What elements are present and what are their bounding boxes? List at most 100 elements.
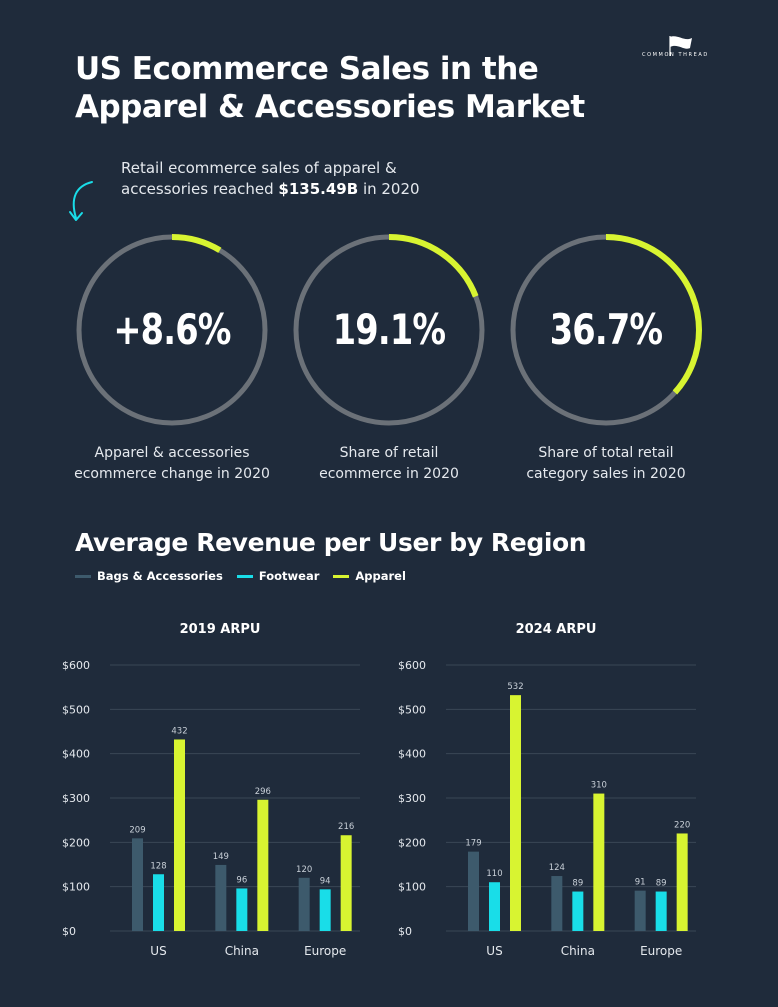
data-label: 89 — [572, 879, 583, 889]
intro-amount: $135.49B — [278, 180, 359, 198]
bar-footwear-us — [489, 882, 500, 931]
y-tick-label: $100 — [62, 881, 90, 894]
bar-bags-china — [551, 876, 563, 931]
y-tick-label: $400 — [398, 748, 426, 761]
bar-apparel-europe — [676, 833, 688, 931]
legend-label-footwear: Footwear — [258, 569, 320, 583]
y-tick-label: $600 — [62, 659, 90, 672]
bar-apparel-china — [257, 799, 269, 931]
stat-value-2: 19.1% — [332, 305, 446, 354]
y-tick-label: $0 — [398, 925, 412, 938]
legend-label-bags: Bags & Accessories — [97, 569, 223, 583]
intro-line-2: accessories reached $135.49B in 2020 — [121, 179, 420, 200]
bar-bags-china — [215, 864, 227, 931]
y-tick-label: $500 — [62, 703, 90, 716]
data-label: 216 — [338, 822, 354, 832]
stat-label-2-line-1: Share of retail — [339, 445, 439, 461]
y-tick-label: $200 — [398, 836, 426, 849]
y-tick-label: $600 — [398, 659, 426, 672]
stat-label-3: Share of total retail category sales in … — [496, 443, 716, 485]
bar-bags-europe — [634, 890, 646, 931]
bar-bags-us — [468, 851, 479, 931]
y-tick-label: $100 — [398, 881, 426, 894]
legend-swatch-footwear — [236, 574, 253, 578]
ring-gauge-3 — [510, 234, 702, 426]
stat-label-2: Share of retail ecommerce in 2020 — [279, 443, 499, 485]
x-tick-label: US — [150, 944, 166, 958]
y-tick-label: $300 — [398, 792, 426, 805]
ring-gauge-1 — [76, 234, 268, 426]
bar-footwear-europe — [319, 889, 331, 931]
chart-title-2024: 2024 ARPU — [515, 622, 597, 637]
legend-label-apparel: Apparel — [355, 569, 406, 583]
bar-footwear-china — [572, 891, 584, 931]
bar-apparel-us — [510, 695, 521, 931]
stat-label-3-line-2: category sales in 2020 — [526, 466, 686, 482]
bar-chart-2019: $0 $100 $200 $300 $400 $500 $600 209 128 432 US 149… — [62, 659, 360, 958]
legend-swatch-bags — [75, 574, 91, 578]
y-tick-label: $0 — [62, 925, 76, 938]
stat-label-1: Apparel & accessories ecommerce change i… — [62, 443, 282, 485]
stat-value-1: +8.6% — [113, 305, 231, 354]
x-tick-label: Europe — [304, 944, 346, 958]
stat-value-3: 36.7% — [549, 305, 663, 354]
data-label: 94 — [320, 876, 331, 886]
stat-label-1-line-2: ecommerce change in 2020 — [74, 466, 270, 482]
bar-bags-europe — [298, 877, 310, 931]
section-title: Average Revenue per User by Region — [75, 528, 587, 557]
data-label: 96 — [236, 875, 247, 885]
data-label: 110 — [486, 869, 502, 879]
legend-item-bags: Bags & Accessories — [75, 569, 223, 583]
data-label: 89 — [656, 879, 667, 889]
data-label: 220 — [674, 820, 690, 830]
ring-arc-2 — [293, 234, 485, 426]
data-label: 128 — [150, 861, 166, 871]
curved-arrow-icon — [69, 181, 93, 221]
ring-gauge-2 — [293, 234, 485, 426]
bar-apparel-us — [174, 739, 185, 931]
y-tick-label: $500 — [398, 703, 426, 716]
page-title: US Ecommerce Sales in the Apparel & Acce… — [75, 50, 585, 126]
bar-apparel-europe — [340, 835, 352, 931]
legend-item-footwear: Footwear — [236, 569, 320, 583]
y-tick-label: $200 — [62, 836, 90, 849]
x-tick-label: US — [486, 944, 502, 958]
flag-logo-icon — [669, 36, 692, 56]
intro-text: Retail ecommerce sales of apparel & acce… — [121, 158, 420, 200]
ring-arc-3 — [510, 234, 702, 426]
bar-apparel-china — [593, 793, 605, 931]
chart-legend: Bags & Accessories Footwear Apparel — [75, 569, 406, 583]
data-label: 310 — [591, 781, 607, 791]
stat-label-2-line-2: ecommerce in 2020 — [319, 466, 459, 482]
title-line-1: US Ecommerce Sales in the — [75, 51, 539, 87]
bar-footwear-china — [236, 888, 248, 931]
intro-suffix: in 2020 — [358, 180, 420, 198]
data-label: 149 — [213, 852, 229, 862]
x-tick-label: China — [561, 944, 595, 958]
brand-name: COMMON THREAD — [642, 52, 709, 58]
y-tick-label: $300 — [62, 792, 90, 805]
x-tick-label: Europe — [640, 944, 682, 958]
y-tick-label: $400 — [62, 748, 90, 761]
data-label: 209 — [129, 825, 145, 835]
intro-prefix: accessories reached — [121, 180, 279, 198]
data-label: 91 — [635, 878, 646, 888]
data-label: 179 — [465, 839, 481, 849]
data-label: 296 — [255, 787, 271, 797]
data-label: 532 — [507, 682, 523, 692]
stat-label-3-line-1: Share of total retail — [538, 445, 674, 461]
bar-chart-2024: $0 $100 $200 $300 $400 $500 $600 179 110 532 US 124… — [398, 659, 696, 958]
bar-footwear-europe — [655, 891, 667, 931]
stat-label-1-line-1: Apparel & accessories — [94, 445, 250, 461]
data-label: 124 — [549, 863, 565, 873]
legend-item-apparel: Apparel — [333, 569, 406, 583]
data-label: 432 — [171, 726, 187, 736]
data-label: 120 — [296, 865, 312, 875]
legend-swatch-apparel — [333, 574, 350, 578]
title-line-2: Apparel & Accessories Market — [75, 89, 585, 125]
ring-arc-1 — [76, 234, 268, 426]
intro-line-1: Retail ecommerce sales of apparel & — [121, 159, 397, 177]
bar-bags-us — [132, 838, 143, 931]
chart-title-2019: 2019 ARPU — [179, 622, 261, 637]
x-tick-label: China — [225, 944, 259, 958]
